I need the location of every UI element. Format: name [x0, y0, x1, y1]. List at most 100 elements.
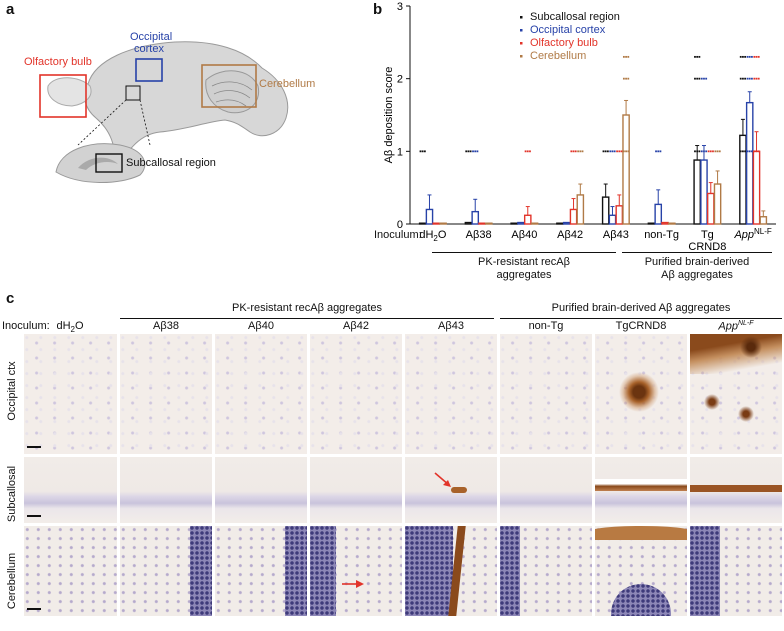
group2-line-c [500, 318, 782, 319]
label-cerebellum: Cerebellum [259, 78, 316, 90]
data-point [579, 150, 582, 153]
bar [464, 221, 473, 225]
data-point [581, 150, 584, 153]
micrograph-subcallosal-ab40 [215, 457, 307, 523]
row-label-cerebellum: Cerebellum [6, 552, 18, 610]
label-occipital-line1: Occipital [130, 31, 173, 43]
col-header-ab40: Aβ40 [248, 320, 274, 332]
micrograph-cerebellum-ab43 [405, 526, 497, 616]
data-point [604, 150, 607, 153]
y-tick-label: 2 [397, 74, 403, 86]
bar [608, 214, 617, 225]
data-point [421, 150, 424, 153]
granular-layer [310, 526, 336, 616]
data-point [703, 150, 705, 153]
data-point [602, 150, 605, 153]
micrograph-subcallosal-tgcrnd8 [595, 457, 687, 523]
data-point [659, 150, 662, 153]
bar [562, 221, 571, 225]
data-point [625, 77, 627, 80]
data-point [709, 150, 712, 153]
occipital-box [135, 58, 163, 82]
group2-line-b [622, 252, 772, 253]
col-header-ab43: Aβ43 [438, 320, 464, 332]
scale-bar [27, 446, 41, 448]
bar [661, 221, 669, 225]
data-point [618, 150, 621, 153]
data-point [739, 55, 742, 58]
plaque-deposit [740, 336, 762, 358]
data-point [474, 150, 477, 153]
col-header-non-tg: non-Tg [528, 320, 564, 332]
cerebellum-folia [211, 81, 253, 107]
granular-layer [690, 526, 720, 616]
data-point [757, 55, 760, 58]
label-olfactory-bulb: Olfactory bulb [24, 56, 92, 68]
granular-layer [405, 526, 453, 616]
bar [601, 196, 610, 225]
y-tick-label: 1 [397, 146, 403, 158]
bar [615, 205, 624, 225]
data-point [748, 55, 751, 58]
data-point [694, 55, 696, 58]
data-point [613, 150, 616, 153]
bar [647, 222, 656, 225]
data-point [625, 150, 627, 153]
data-point [570, 150, 573, 153]
data-point [718, 150, 721, 153]
label-subcallosal-region: Subcallosal region [126, 157, 216, 169]
panel-label-b: b [373, 1, 383, 18]
micrograph-subcallosal-ab38 [120, 457, 212, 523]
data-point [742, 55, 744, 58]
data-point [524, 150, 527, 153]
micrograph-cerebellum-ab40 [215, 526, 307, 616]
micrograph-cerebellum-dh2o [24, 526, 117, 616]
data-point [698, 77, 701, 80]
data-point [753, 55, 756, 58]
meningeal-deposit [595, 526, 687, 540]
bar [556, 222, 564, 225]
micrograph-occipital-dh2o [24, 334, 117, 454]
col-header-ab42: Aβ42 [343, 320, 369, 332]
x-tick-label: CRND8 [688, 241, 726, 253]
legend-entry: Subcallosal region [530, 11, 620, 23]
data-point [627, 77, 630, 80]
legend-entry: Cerebellum [530, 50, 586, 62]
red-arrow-icon [434, 472, 451, 487]
row-label-subcallosal: Subcallosal [6, 465, 18, 523]
deposit-band [690, 485, 782, 492]
legend-marker [520, 42, 523, 45]
bar [432, 222, 441, 225]
data-point [609, 150, 612, 153]
olfactory-shape [47, 77, 92, 107]
bar [425, 208, 434, 225]
data-point [742, 150, 744, 153]
olfactory-box [39, 74, 87, 118]
bar [569, 208, 578, 225]
data-point [577, 150, 580, 153]
bar [622, 114, 630, 225]
bar [510, 222, 518, 225]
group1-line-b [432, 252, 616, 253]
data-point [700, 150, 703, 153]
data-point [696, 150, 699, 153]
data-point [423, 150, 426, 153]
bar [530, 222, 539, 225]
bar [739, 134, 747, 225]
scale-bar [27, 515, 41, 517]
data-point [755, 150, 758, 153]
y-axis-label: Aβ deposition score [383, 67, 395, 164]
data-point [751, 150, 753, 153]
micrograph-occipital-ab38 [120, 334, 212, 454]
micrograph-subcallosal-ab42 [310, 457, 402, 523]
bar [523, 214, 532, 225]
plaque-deposit [704, 394, 720, 410]
data-point [627, 55, 630, 58]
micrograph-occipital-ab40 [215, 334, 307, 454]
data-point [714, 150, 717, 153]
data-point [751, 55, 753, 58]
granular-layer [611, 584, 671, 616]
plaque-deposit [619, 372, 659, 412]
bar [668, 222, 676, 225]
deposit-band [595, 479, 687, 491]
